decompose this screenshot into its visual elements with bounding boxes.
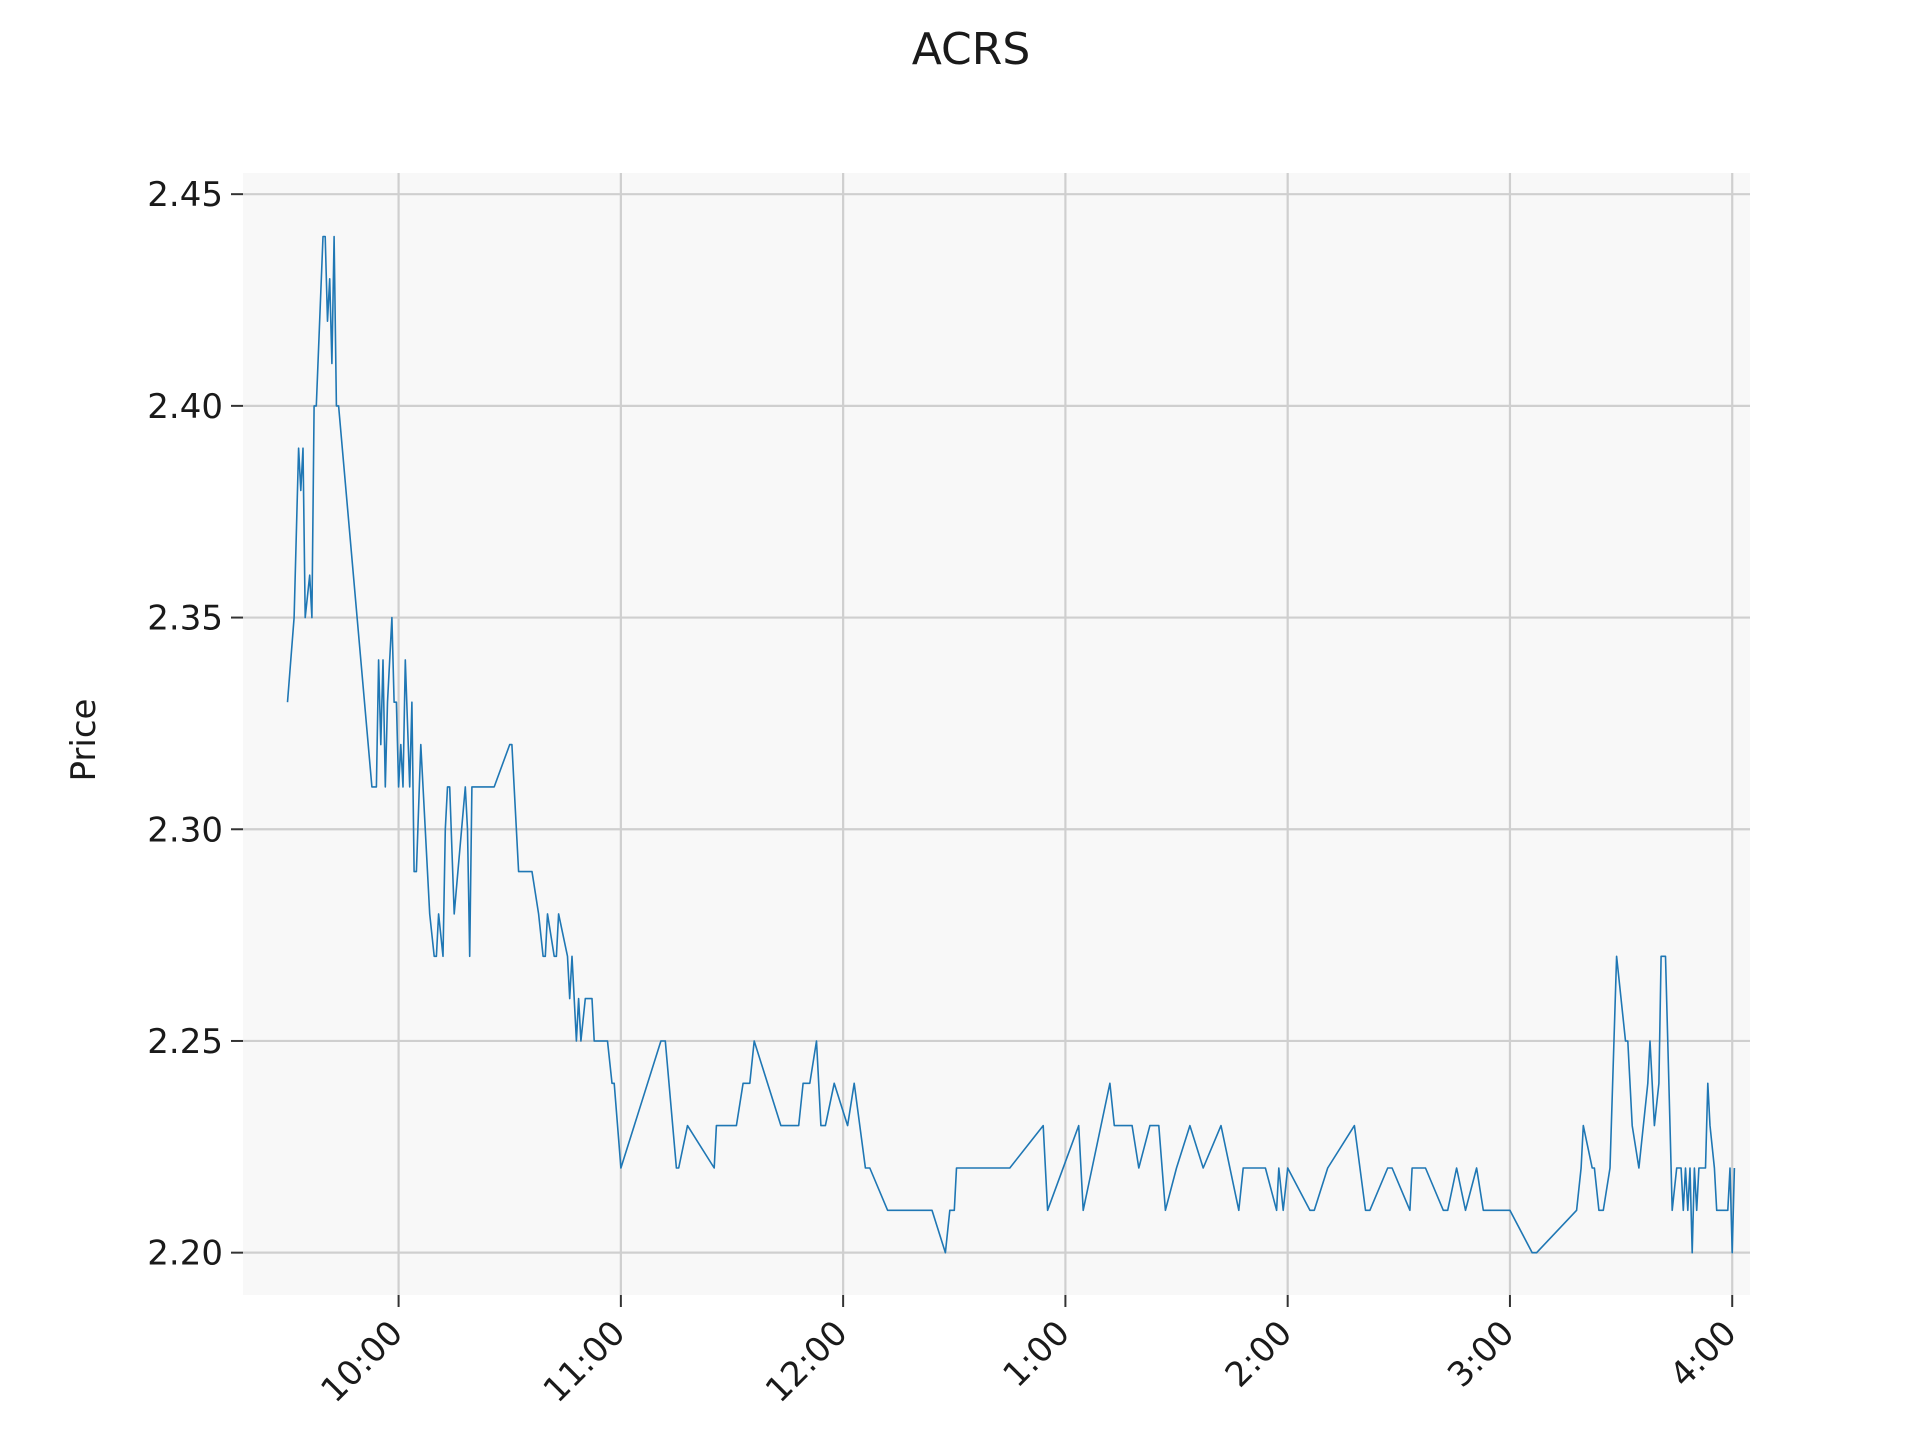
grid-layer [243, 173, 1750, 1295]
y-tick-label: 2.45 [147, 175, 223, 215]
y-tick-label: 2.25 [147, 1022, 223, 1062]
price-series-line [286, 235, 1736, 1254]
y-tick-label: 2.40 [147, 387, 223, 427]
y-tick-label: 2.35 [147, 599, 223, 639]
series-layer [286, 235, 1736, 1254]
y-tick-label: 2.20 [147, 1234, 223, 1274]
plot-area [243, 173, 1750, 1295]
chart-title: ACRS [912, 24, 1031, 75]
y-axis-label: Price [64, 699, 104, 782]
y-tick-label: 2.30 [147, 810, 223, 850]
